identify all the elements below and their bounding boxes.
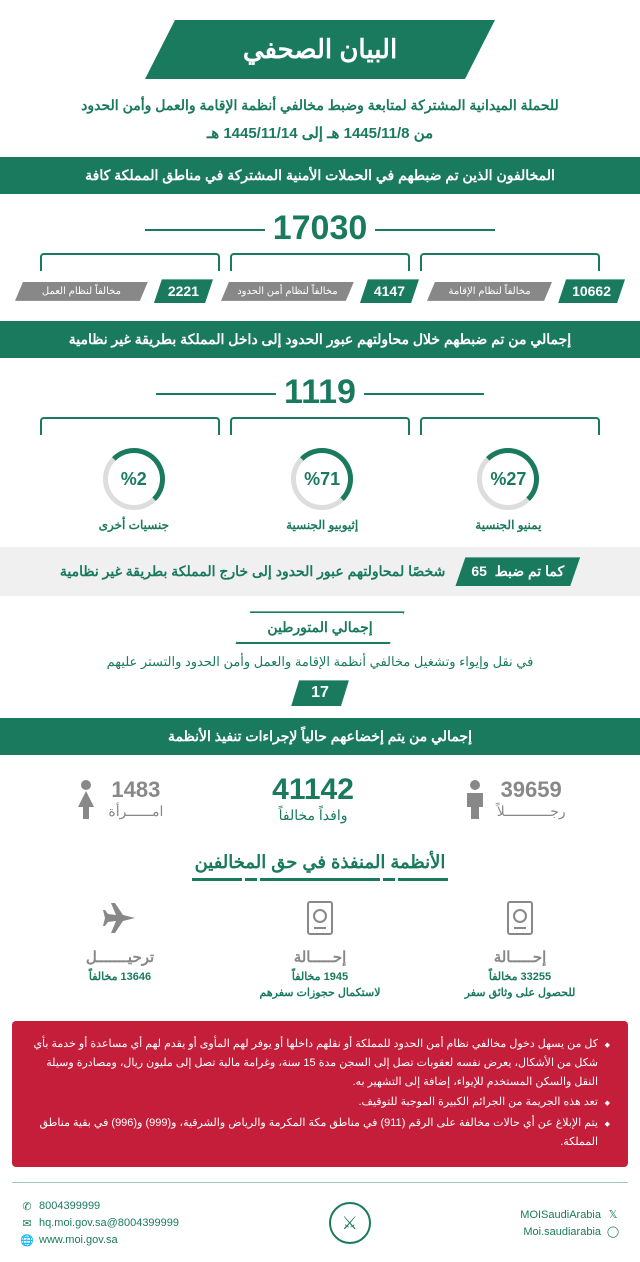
intro-text: للحملة الميدانية المشتركة لمتابعة وضبط م… bbox=[0, 94, 640, 116]
footer: 𝕏 MOISaudiArabia ◯ Moi.saudiarabia ⚔ 800… bbox=[0, 1191, 640, 1262]
woman-icon bbox=[74, 779, 98, 819]
plane-icon bbox=[98, 896, 142, 940]
passport-icon bbox=[298, 896, 342, 940]
action-deportation: ترحيـــــــل 13646 مخالفاً bbox=[20, 896, 220, 1001]
women-value: 1483 bbox=[108, 777, 163, 803]
circle-pct: %71 bbox=[291, 448, 353, 510]
social-handle: MOISaudiArabia bbox=[520, 1209, 601, 1221]
instagram-icon: ◯ bbox=[606, 1225, 620, 1239]
action-label: إحـــــالة bbox=[220, 948, 420, 966]
circle-other: %2 جنسيات أخرى bbox=[99, 448, 169, 532]
section3-prefix: كما تم ضبط 65 bbox=[455, 557, 580, 586]
stat-label: مخالفاً لنظام أمن الحدود bbox=[221, 282, 354, 301]
section4-subtitle: في نقل وإيواء وتشغيل مخالفي أنظمة الإقام… bbox=[0, 654, 640, 670]
phone-icon: ✆ bbox=[20, 1199, 34, 1213]
action-label: ترحيـــــــل bbox=[20, 948, 220, 966]
stat-total: 41142 وافداً مخالفاً bbox=[272, 773, 354, 824]
section1-breakdown: 10662 مخالفاً لنظام الإقامة 4147 مخالفاً… bbox=[0, 279, 640, 321]
x-icon: 𝕏 bbox=[606, 1208, 620, 1222]
stat-labor: 2221 مخالفاً لنظام العمل bbox=[15, 279, 213, 303]
prefix-text: كما تم ضبط bbox=[495, 563, 564, 579]
section1-total: 17030 bbox=[0, 209, 640, 248]
stat-label: مخالفاً لنظام الإقامة bbox=[427, 282, 552, 301]
section4-count: 17 bbox=[291, 680, 349, 706]
website-url: www.moi.gov.sa bbox=[39, 1234, 118, 1246]
mail-icon: ✉ bbox=[20, 1216, 34, 1230]
circle-label: يمنيو الجنسية bbox=[475, 518, 541, 532]
stat-label: مخالفاً لنظام العمل bbox=[15, 282, 148, 301]
stat-value: 2221 bbox=[154, 279, 213, 303]
footer-contact: 8004399999 ✆ 8004399999@hq.moi.gov.sa ✉ … bbox=[20, 1199, 179, 1247]
circle-ethiopian: %71 إثيوبيو الجنسية bbox=[286, 448, 358, 532]
circle-yemeni: %27 يمنيو الجنسية bbox=[475, 448, 541, 532]
warning-box: كل من يسهل دخول مخالفي نظام أمن الحدود ل… bbox=[12, 1021, 628, 1167]
gender-stats: 39659 رجـــــــــــلاً 41142 وافداً مخال… bbox=[0, 755, 640, 842]
circle-pct: %2 bbox=[103, 448, 165, 510]
action-detail: 33255 مخالفاًللحصول على وثائق سفر bbox=[420, 970, 620, 1001]
stat-value: 10662 bbox=[558, 279, 625, 303]
section3-suffix: شخصًا لمحاولتهم عبور الحدود إلى خارج الم… bbox=[60, 563, 445, 580]
warning-item: كل من يسهل دخول مخالفي نظام أمن الحدود ل… bbox=[30, 1035, 610, 1091]
social-row: ◯ Moi.saudiarabia bbox=[520, 1225, 620, 1239]
section3-row: كما تم ضبط 65 شخصًا لمحاولتهم عبور الحدو… bbox=[0, 547, 640, 596]
phone-number: 8004399999 bbox=[39, 1200, 100, 1212]
circle-label: إثيوبيو الجنسية bbox=[286, 518, 358, 532]
email-address: 8004399999@hq.moi.gov.sa bbox=[39, 1217, 179, 1229]
women-label: امــــــرأة bbox=[108, 803, 163, 820]
footer-divider bbox=[12, 1182, 628, 1183]
stat-men: 39659 رجـــــــــــلاً bbox=[463, 777, 566, 820]
total-label: وافداً مخالفاً bbox=[272, 807, 354, 824]
stat-women: 1483 امــــــرأة bbox=[74, 777, 163, 820]
section2-total-value: 1119 bbox=[284, 373, 356, 411]
section2-total: 1119 bbox=[0, 373, 640, 412]
stat-border: 4147 مخالفاً لنظام أمن الحدود bbox=[221, 279, 419, 303]
actions-row: إحـــــالة 33255 مخالفاًللحصول على وثائق… bbox=[0, 896, 640, 1021]
warning-item: تعد هذه الجريمة من الجرائم الكبيرة الموج… bbox=[30, 1093, 610, 1112]
social-handle: Moi.saudiarabia bbox=[523, 1226, 601, 1238]
section1-total-value: 17030 bbox=[273, 209, 368, 247]
action-label: إحـــــالة bbox=[420, 948, 620, 966]
press-release-title: البيان الصحفي bbox=[145, 20, 495, 79]
contact-row: 8004399999 ✆ bbox=[20, 1199, 100, 1213]
stat-residency: 10662 مخالفاً لنظام الإقامة bbox=[427, 279, 625, 303]
action-referral-booking: إحـــــالة 1945 مخالفاًلاستكمال حجوزات س… bbox=[220, 896, 420, 1001]
date-range: من 1445/11/8 هـ إلى 1445/11/14 هـ bbox=[0, 124, 640, 142]
globe-icon: 🌐 bbox=[20, 1233, 34, 1247]
contact-row: 8004399999@hq.moi.gov.sa ✉ bbox=[20, 1216, 179, 1230]
action-detail: 1945 مخالفاًلاستكمال حجوزات سفرهم bbox=[220, 970, 420, 1001]
nationality-circles: %27 يمنيو الجنسية %71 إثيوبيو الجنسية %2… bbox=[0, 443, 640, 547]
total-value: 41142 bbox=[272, 773, 354, 807]
footer-social: 𝕏 MOISaudiArabia ◯ Moi.saudiarabia bbox=[520, 1208, 620, 1239]
title-underline bbox=[0, 878, 640, 881]
section6-title: الأنظمة المنفذة في حق المخالفين bbox=[0, 852, 640, 873]
section1-header: المخالفون الذين تم ضبطهم في الحملات الأم… bbox=[0, 157, 640, 194]
stat-value: 4147 bbox=[360, 279, 419, 303]
bracket-decoration bbox=[0, 253, 640, 271]
action-detail: 13646 مخالفاً bbox=[20, 970, 220, 985]
bracket-decoration bbox=[0, 417, 640, 435]
section4-title: إجمالي المتورطين bbox=[235, 611, 404, 644]
moi-emblem-icon: ⚔ bbox=[329, 1202, 371, 1244]
section5-header: إجمالي من يتم إخضاعهم حالياً لإجراءات تن… bbox=[0, 718, 640, 755]
social-row: 𝕏 MOISaudiArabia bbox=[520, 1208, 620, 1222]
men-label: رجـــــــــــلاً bbox=[497, 803, 566, 820]
circle-label: جنسيات أخرى bbox=[99, 518, 169, 532]
contact-row: www.moi.gov.sa 🌐 bbox=[20, 1233, 118, 1247]
section2-header: إجمالي من تم ضبطهم خلال محاولتهم عبور ال… bbox=[0, 321, 640, 358]
passport-icon bbox=[498, 896, 542, 940]
man-icon bbox=[463, 779, 487, 819]
men-value: 39659 bbox=[497, 777, 566, 803]
circle-pct: %27 bbox=[477, 448, 539, 510]
warning-item: يتم الإبلاغ عن أي حالات مخالفة على الرقم… bbox=[30, 1114, 610, 1151]
section3-count: 65 bbox=[471, 563, 487, 579]
action-referral-docs: إحـــــالة 33255 مخالفاًللحصول على وثائق… bbox=[420, 896, 620, 1001]
